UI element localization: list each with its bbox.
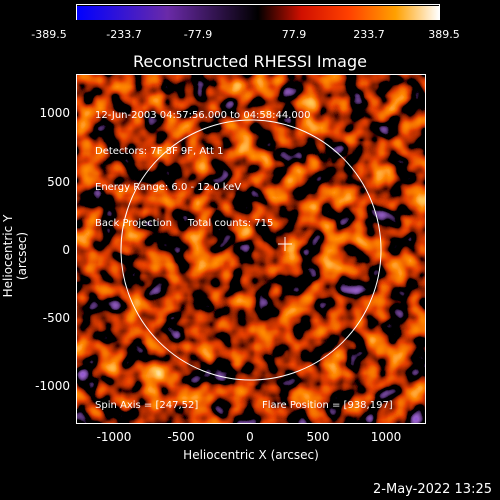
y-tick: 0 [62,243,70,257]
x-tick: 1000 [370,430,402,444]
image-title: Reconstructed RHESSI Image [133,52,367,71]
colorbar-gradient [77,6,439,20]
colorbar [76,4,440,20]
x-tick: -500 [167,430,195,444]
x-axis-label: Heliocentric X (arcsec) [183,448,319,462]
solar-limb [120,119,382,381]
y-tick: -1000 [35,379,70,393]
colorbar-tick: 233.7 [353,28,385,41]
colorbar-tick: 77.9 [281,28,307,41]
colorbar-tick: -389.5 [31,28,67,41]
reconstructed-image [77,75,425,423]
time-range: 12-Jun-2003 04:57:56.000 to 04:58:44.000 [95,110,311,121]
x-tick: 500 [306,430,330,444]
colorbar-tick: -233.7 [106,28,142,41]
y-axis-label: Heliocentric Y (arcsec) [1,214,29,298]
spin-axis-label: Spin Axis = [247,52] [95,400,199,411]
y-tick: 1000 [39,106,70,120]
colorbar-tick: 389.5 [428,28,460,41]
y-tick: 500 [47,175,70,189]
method-counts: Back Projection Total counts: 715 [95,218,274,229]
x-tick: -1000 [96,430,132,444]
y-tick: -500 [42,311,70,325]
image-plot[interactable] [76,74,426,424]
detectors: Detectors: 7F 8F 9F, Att 1 [95,146,224,157]
x-tick: 0 [246,430,254,444]
timestamp: 2-May-2022 13:25 [373,482,492,497]
observation-info: 12-Jun-2003 04:57:56.000 to 04:58:44.000… [95,86,311,242]
flare-position-label: Flare Position = [938,197] [262,400,393,411]
energy-range: Energy Range: 6.0 - 12.0 keV [95,182,242,193]
colorbar-tick: -77.9 [183,28,213,41]
